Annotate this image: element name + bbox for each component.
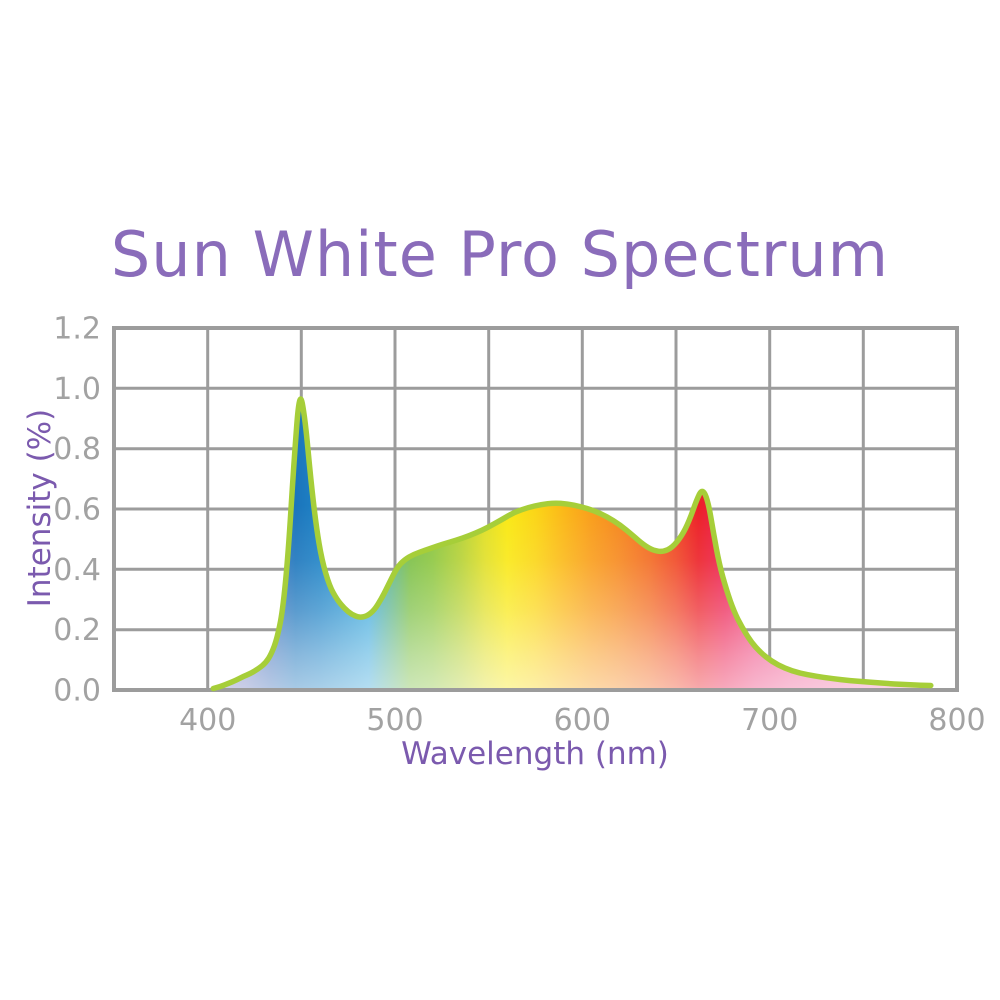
x-tick-label: 700 <box>741 703 798 738</box>
y-tick-label: 1.0 <box>53 372 101 407</box>
y-tick-label: 1.2 <box>53 312 101 347</box>
y-tick-label: 0.0 <box>53 674 101 709</box>
y-tick-label: 0.8 <box>53 432 101 467</box>
x-axis-title: Wavelength (nm) <box>401 736 669 772</box>
x-tick-label: 800 <box>928 703 985 738</box>
x-tick-label: 600 <box>554 703 611 738</box>
y-tick-label: 0.2 <box>53 613 101 648</box>
chart-title: Sun White Pro Spectrum <box>110 218 890 291</box>
y-tick-label: 0.6 <box>53 493 101 528</box>
y-axis-title: Intensity (%) <box>22 408 58 608</box>
x-tick-label: 400 <box>179 703 236 738</box>
x-tick-label: 500 <box>366 703 423 738</box>
spectrum-fill-fade <box>213 399 931 690</box>
spectrum-outline <box>210 396 934 692</box>
plot-border <box>112 326 959 692</box>
y-tick-label: 0.4 <box>53 553 101 588</box>
